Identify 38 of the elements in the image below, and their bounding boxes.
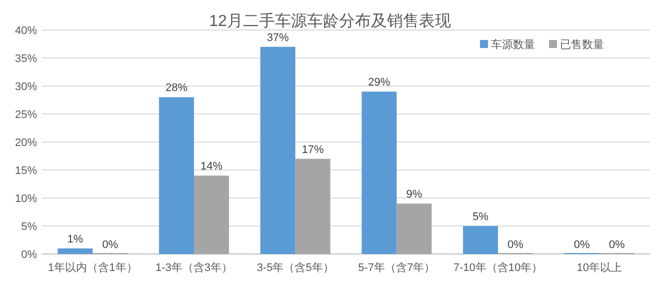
bar	[362, 92, 397, 254]
chart-title: 12月二手车源车龄分布及销售表现	[209, 12, 451, 30]
data-label: 37%	[266, 32, 290, 44]
bar	[194, 176, 229, 254]
bar	[396, 204, 432, 254]
data-label: 29%	[368, 76, 390, 89]
legend-label: 已售数量	[560, 39, 604, 51]
data-label: 0%	[608, 239, 625, 251]
data-label: 17%	[302, 144, 324, 156]
bar	[159, 97, 194, 254]
data-label: 0%	[574, 239, 590, 251]
x-tick-label: 1年以内（含1年）	[48, 261, 138, 274]
y-tick-label: 40%	[14, 25, 38, 37]
data-label: 28%	[165, 82, 188, 94]
y-tick-label: 10%	[14, 193, 38, 205]
x-tick-label: 7-10年（含10年）	[453, 261, 543, 274]
y-tick-label: 5%	[21, 221, 38, 233]
data-label: 5%	[472, 211, 489, 223]
data-label: 14%	[200, 160, 223, 173]
x-tick-label: 1-3年（含3年）	[155, 261, 233, 274]
data-label: 1%	[67, 233, 84, 246]
x-tick-label: 3-5年（含5年）	[256, 261, 334, 274]
data-label: 0%	[102, 239, 118, 251]
x-tick-label: 5-7年（含7年）	[358, 261, 436, 274]
bar	[463, 226, 498, 254]
bar	[58, 248, 93, 254]
y-tick-label: 35%	[14, 53, 38, 65]
x-tick-label: 10年以上	[576, 261, 622, 274]
bar	[260, 46, 296, 254]
y-tick-label: 20%	[14, 137, 38, 149]
y-tick-label: 0%	[21, 249, 38, 261]
legend-label: 车源数量	[491, 38, 535, 51]
data-label: 9%	[406, 188, 422, 201]
bar	[295, 158, 330, 254]
y-tick-label: 25%	[14, 109, 38, 121]
data-label: 0%	[508, 239, 524, 251]
y-tick-label: 15%	[14, 165, 38, 177]
y-tick-label: 30%	[14, 81, 38, 93]
